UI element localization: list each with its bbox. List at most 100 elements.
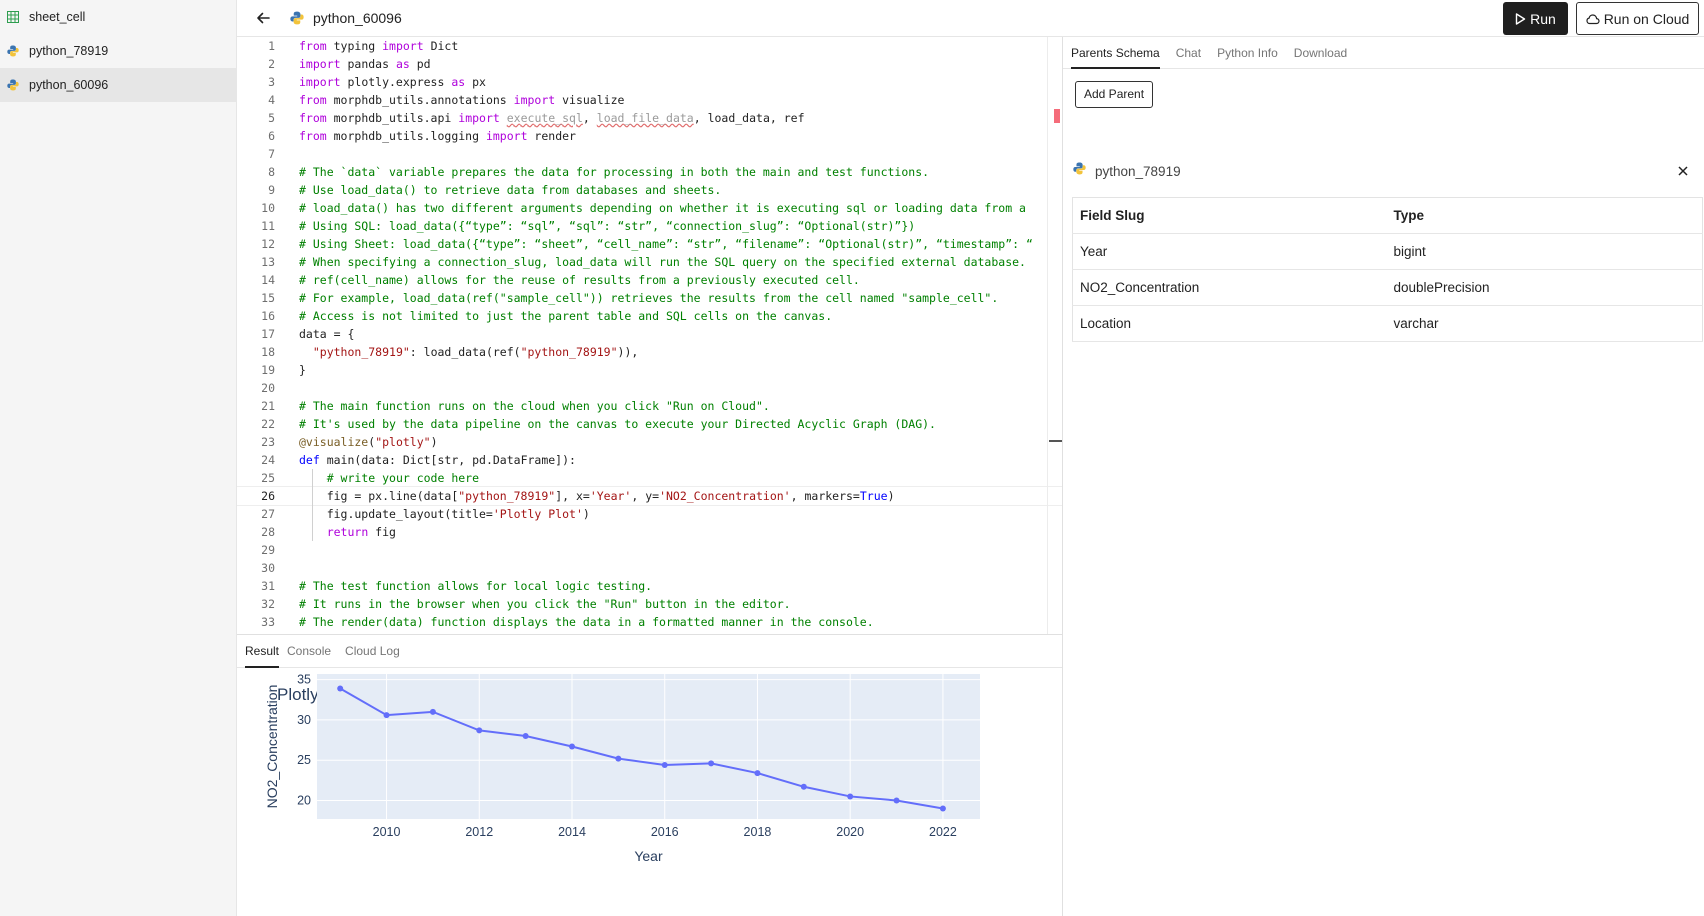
page-title: python_60096 bbox=[313, 10, 402, 26]
run-button[interactable]: Run bbox=[1503, 2, 1568, 35]
line-number: 9 bbox=[268, 183, 275, 197]
line-number: 29 bbox=[261, 543, 275, 557]
parents-schema-table: Field Slug Type Year bigint NO2_Concentr… bbox=[1072, 197, 1703, 342]
data-point bbox=[383, 712, 390, 719]
line-number: 5 bbox=[268, 111, 275, 125]
code-line[interactable]: from typing import Dict bbox=[299, 39, 459, 53]
line-number: 16 bbox=[261, 309, 275, 323]
tab-result[interactable]: Result bbox=[245, 634, 280, 668]
code-line[interactable]: "python_78919": load_data(ref("python_78… bbox=[312, 345, 639, 359]
field-slug-cell: Location bbox=[1072, 305, 1386, 342]
result-panel: Plotly Plot 2010 2012 2014 2016 2018 2020 2022 2… bbox=[237, 668, 1062, 916]
sidebar-item-python-78919[interactable]: python_78919 bbox=[0, 34, 236, 68]
data-point bbox=[522, 733, 529, 740]
tab-download[interactable]: Download bbox=[1293, 45, 1348, 60]
sidebar-item-sheet-cell[interactable]: sheet_cell bbox=[0, 0, 236, 34]
data-point bbox=[661, 762, 668, 769]
line-number: 15 bbox=[261, 291, 275, 305]
run-on-cloud-button[interactable]: Run on Cloud bbox=[1576, 2, 1699, 35]
code-line[interactable]: # Using SQL: load_data({“type”: “sql”, “… bbox=[299, 219, 916, 233]
code-line[interactable]: # When specifying a connection_slug, loa… bbox=[299, 255, 1026, 269]
sidebar-item-label: python_78919 bbox=[29, 44, 109, 58]
code-line[interactable]: # Use load_data() to retrieve data from … bbox=[299, 183, 722, 197]
type-cell: varchar bbox=[1385, 305, 1703, 342]
data-point bbox=[569, 743, 575, 750]
code-editor[interactable]: 1 2 3 4 5 6 7 8 9 10 11 12 13 14 15 16 17 18 19 20 21 22 23 24 2… bbox=[237, 37, 1062, 634]
code-line[interactable]: # It runs in the browser when you click … bbox=[299, 597, 791, 611]
back-arrow-icon[interactable] bbox=[252, 7, 274, 29]
line-number: 4 bbox=[268, 93, 275, 107]
sheet-icon bbox=[6, 10, 20, 24]
code-line[interactable]: def main(data: Dict[str, pd.DataFrame]): bbox=[299, 453, 576, 467]
code-line[interactable]: # load_data() has two different argument… bbox=[299, 201, 1026, 215]
code-line[interactable]: # ref(cell_name) allows for the reuse of… bbox=[299, 273, 860, 287]
code-line[interactable]: data = { bbox=[299, 327, 355, 341]
add-parent-button[interactable]: Add Parent bbox=[1075, 81, 1154, 108]
tab-console[interactable]: Console bbox=[287, 644, 332, 658]
table-header-row: Field Slug Type bbox=[1072, 197, 1703, 234]
code-line[interactable]: return fig bbox=[326, 525, 396, 539]
python-icon bbox=[6, 44, 20, 58]
code-line[interactable] bbox=[299, 379, 1062, 397]
code-line[interactable]: # Access is not limited to just the pare… bbox=[299, 309, 833, 323]
tab-parents-schema[interactable]: Parents Schema bbox=[1071, 37, 1160, 69]
line-number: 12 bbox=[261, 237, 275, 251]
code-line[interactable]: import pandas as pd bbox=[299, 57, 431, 71]
code-line[interactable]: @visualize("plotly") bbox=[299, 435, 438, 449]
x-tick-label: 2020 bbox=[836, 825, 864, 839]
column-header-type: Type bbox=[1385, 197, 1703, 234]
code-line[interactable]: # write your code here bbox=[326, 471, 480, 485]
data-point bbox=[429, 708, 436, 715]
code-line[interactable]: # It's used by the data pipeline on the … bbox=[299, 417, 936, 431]
line-number: 30 bbox=[261, 561, 275, 575]
field-slug-cell: Year bbox=[1072, 233, 1386, 270]
code-line[interactable]: # The render(data) function displays the… bbox=[299, 615, 874, 629]
play-icon bbox=[1515, 12, 1526, 25]
header: python_60096 Run Run on Cloud bbox=[237, 0, 1704, 37]
code-line[interactable]: # The `data` variable prepares the data … bbox=[299, 165, 930, 179]
code-area[interactable]: from typing import Dict import pandas as … bbox=[237, 37, 1062, 634]
code-line[interactable] bbox=[299, 145, 1062, 163]
line-number: 31 bbox=[261, 579, 275, 593]
error-marker bbox=[1054, 109, 1060, 123]
line-number: 32 bbox=[261, 597, 275, 611]
line-number: 21 bbox=[261, 399, 275, 413]
code-line[interactable]: # Using Sheet: load_data({“type”: “sheet… bbox=[299, 237, 1033, 251]
line-number: 6 bbox=[268, 129, 275, 143]
code-line[interactable] bbox=[299, 541, 1062, 559]
code-line[interactable]: # The main function runs on the cloud wh… bbox=[299, 399, 770, 413]
code-line[interactable]: import plotly.express as px bbox=[299, 75, 486, 89]
line-number: 33 bbox=[261, 615, 275, 629]
sidebar-item-python-60096[interactable]: python_60096 bbox=[0, 68, 236, 102]
data-point bbox=[939, 805, 946, 812]
python-icon bbox=[1073, 162, 1086, 180]
sidebar: sheet_cell python_78919 python_60096 bbox=[0, 0, 237, 916]
line-number: 8 bbox=[268, 165, 275, 179]
code-line[interactable] bbox=[299, 559, 1062, 577]
python-icon bbox=[6, 78, 20, 92]
code-line[interactable]: fig = px.line(data["python_78919"], x='Y… bbox=[237, 486, 1062, 506]
code-line[interactable]: from morphdb_utils.api import execute_sq… bbox=[299, 111, 805, 125]
code-line[interactable]: from morphdb_utils.logging import render bbox=[299, 129, 576, 143]
line-number: 14 bbox=[261, 273, 275, 287]
line-number: 24 bbox=[261, 453, 275, 467]
code-line[interactable]: fig.update_layout(title='Plotly Plot') bbox=[299, 507, 590, 521]
tab-cloud-log[interactable]: Cloud Log bbox=[345, 644, 400, 658]
parent-name: python_78919 bbox=[1095, 163, 1181, 179]
code-line[interactable]: # The test function allows for local log… bbox=[299, 579, 653, 593]
tab-chat[interactable]: Chat bbox=[1175, 45, 1202, 60]
code-line[interactable]: from morphdb_utils.annotations import vi… bbox=[299, 93, 625, 107]
close-icon[interactable] bbox=[1675, 163, 1691, 179]
code-line[interactable]: # For example, load_data(ref("sample_cel… bbox=[299, 291, 999, 305]
code-line[interactable]: } bbox=[299, 363, 306, 377]
data-point bbox=[754, 770, 761, 777]
tab-python-info[interactable]: Python Info bbox=[1217, 45, 1278, 60]
data-point bbox=[893, 797, 900, 804]
x-tick-label: 2018 bbox=[744, 825, 772, 839]
line-number: 25 bbox=[261, 471, 275, 485]
right-panel: Parents Schema Chat Python Info Download… bbox=[1062, 37, 1704, 916]
x-axis-title: Year bbox=[634, 848, 663, 864]
line-number: 3 bbox=[268, 75, 275, 89]
editor-scrollbar[interactable] bbox=[1047, 37, 1062, 634]
scroll-position-marker bbox=[1049, 440, 1062, 442]
